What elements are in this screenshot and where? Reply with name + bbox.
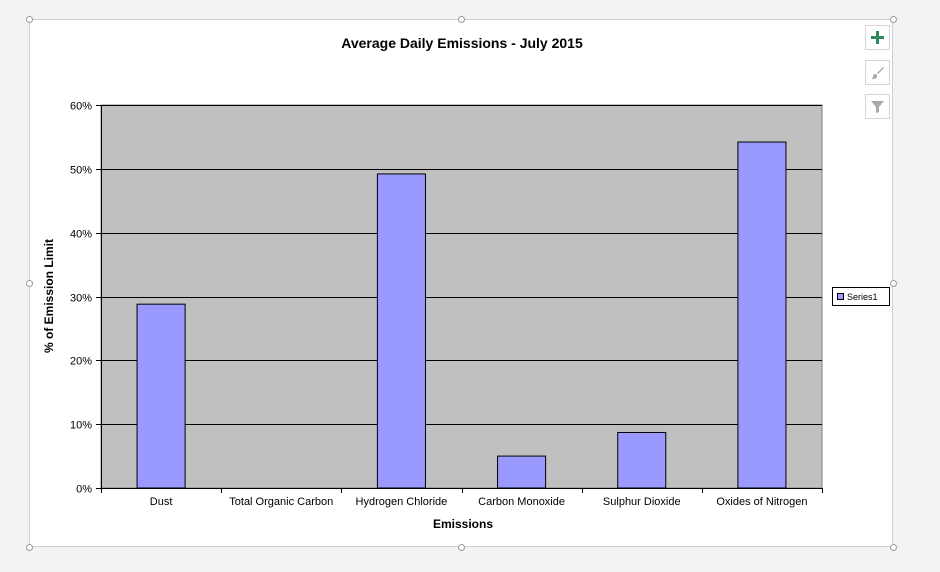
resize-handle-top-middle[interactable] <box>458 16 465 23</box>
y-tick-label: 10% <box>70 420 92 432</box>
resize-handle-bottom-left[interactable] <box>26 544 33 551</box>
legend[interactable]: Series1 <box>832 287 890 306</box>
x-tick-label: Dust <box>150 496 173 508</box>
legend-box <box>832 287 890 306</box>
chart-filters-button[interactable] <box>865 94 890 119</box>
legend-swatch <box>837 293 844 300</box>
x-tick-label: Hydrogen Chloride <box>356 496 448 508</box>
bar[interactable] <box>376 173 426 489</box>
resize-handle-top-right[interactable] <box>890 16 897 23</box>
chart-title: Average Daily Emissions - July 2015 <box>341 35 583 51</box>
y-axis-title: % of Emission Limit <box>42 239 56 353</box>
legend-label: Series1 <box>847 292 878 302</box>
resize-handle-top-left[interactable] <box>26 16 33 23</box>
y-tick-label: 60% <box>70 101 92 113</box>
y-tick-label: 0% <box>76 484 92 496</box>
filter-icon <box>871 101 884 113</box>
y-tick-label: 20% <box>70 356 92 368</box>
plus-icon <box>871 31 884 44</box>
chart-elements-button[interactable] <box>865 25 890 50</box>
bar[interactable] <box>497 455 547 489</box>
bar[interactable] <box>737 141 787 489</box>
y-tick-label: 30% <box>70 293 92 305</box>
plot-background <box>100 104 823 489</box>
resize-handle-middle-left[interactable] <box>26 280 33 287</box>
y-tick-label: 50% <box>70 165 92 177</box>
chart-styles-button[interactable] <box>865 60 890 85</box>
x-axis-title: Emissions <box>433 517 493 531</box>
plot-area[interactable]: 0% 10% 20% 30% 40% 50% 60% Dust Total Organic Ca… <box>70 101 823 509</box>
bar[interactable] <box>617 431 667 489</box>
bar[interactable] <box>136 303 186 489</box>
resize-handle-bottom-right[interactable] <box>890 544 897 551</box>
resize-handle-bottom-middle[interactable] <box>458 544 465 551</box>
resize-handle-middle-right[interactable] <box>890 280 897 287</box>
x-tick-label: Total Organic Carbon <box>229 496 333 508</box>
x-tick-label: Oxides of Nitrogen <box>716 496 807 508</box>
brush-icon <box>871 67 884 79</box>
x-tick-label: Sulphur Dioxide <box>603 496 681 508</box>
y-tick-label: 40% <box>70 229 92 241</box>
x-tick-label: Carbon Monoxide <box>478 496 565 508</box>
